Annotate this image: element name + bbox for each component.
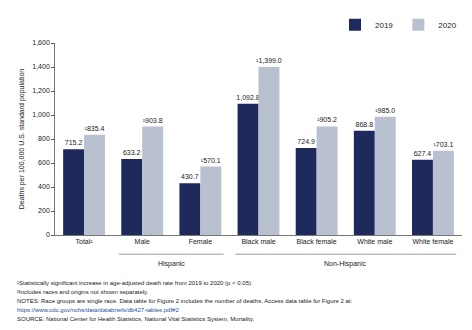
- svg-text:Total²: Total²: [76, 238, 94, 245]
- svg-text:Male: Male: [135, 238, 150, 245]
- svg-text:800: 800: [38, 135, 50, 142]
- svg-text:600: 600: [38, 159, 50, 166]
- svg-text:724.9: 724.9: [297, 138, 315, 145]
- svg-text:1,000: 1,000: [32, 111, 50, 118]
- svg-text:¹835.4: ¹835.4: [85, 125, 105, 132]
- svg-text:¹1,399.0: ¹1,399.0: [256, 57, 282, 64]
- svg-text:1,600: 1,600: [32, 39, 50, 46]
- svg-text:1,092.8: 1,092.8: [236, 94, 259, 101]
- svg-text:¹Statistically significant inc: ¹Statistically significant increase in a…: [17, 280, 253, 286]
- svg-text:White female: White female: [413, 238, 454, 245]
- svg-text:SOURCE: National Center for He: SOURCE: National Center for Health Stati…: [17, 316, 255, 322]
- svg-text:430.7: 430.7: [181, 173, 199, 180]
- svg-text:633.2: 633.2: [123, 149, 141, 156]
- svg-text:1,200: 1,200: [32, 87, 50, 94]
- svg-text:²Includes races and origins no: ²Includes races and origins not shown se…: [17, 289, 149, 295]
- svg-text:Non-Hispanic: Non-Hispanic: [324, 260, 367, 268]
- svg-text:715.2: 715.2: [65, 139, 83, 146]
- svg-text:1,400: 1,400: [32, 63, 50, 70]
- svg-text:White male: White male: [357, 238, 392, 245]
- svg-text:2020: 2020: [438, 21, 456, 30]
- svg-text:https://www.cdc.gov/nchs/data/: https://www.cdc.gov/nchs/data/databriefs…: [17, 307, 179, 313]
- svg-text:2019: 2019: [375, 21, 393, 30]
- svg-text:200: 200: [38, 207, 50, 214]
- svg-text:Black male: Black male: [241, 238, 275, 245]
- svg-text:¹903.8: ¹903.8: [143, 117, 163, 124]
- svg-text:627.4: 627.4: [414, 150, 432, 157]
- svg-text:¹703.1: ¹703.1: [433, 141, 453, 148]
- svg-text:400: 400: [38, 183, 50, 190]
- svg-text:0: 0: [46, 231, 50, 238]
- svg-text:Deaths per 100,000 U.S. standa: Deaths per 100,000 U.S. standard populat…: [18, 69, 26, 210]
- svg-text:Hispanic: Hispanic: [158, 260, 185, 268]
- svg-text:¹570.1: ¹570.1: [201, 157, 221, 164]
- svg-text:Black female: Black female: [297, 238, 337, 245]
- svg-text:Female: Female: [189, 238, 212, 245]
- svg-text:NOTES: Race groups are single: NOTES: Race groups are single race. Data…: [17, 298, 353, 304]
- svg-text:¹985.0: ¹985.0: [375, 107, 395, 114]
- svg-text:¹905.2: ¹905.2: [317, 116, 337, 123]
- svg-text:868.8: 868.8: [356, 121, 374, 128]
